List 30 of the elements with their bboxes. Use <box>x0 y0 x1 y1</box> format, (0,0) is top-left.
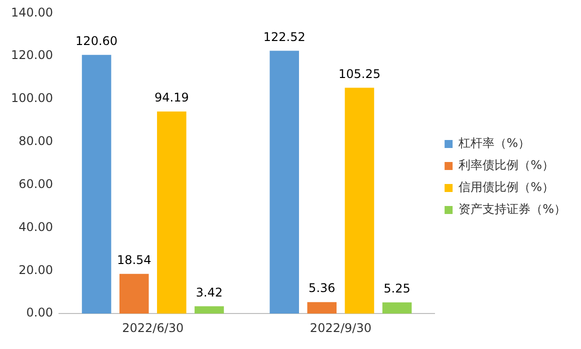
data-label: 18.54 <box>116 252 152 267</box>
legend-label: 利率债比例（%） <box>458 158 554 172</box>
y-tick-label: 60.00 <box>18 176 53 191</box>
data-label: 122.52 <box>263 30 306 44</box>
bar <box>344 88 374 314</box>
data-label: 3.42 <box>196 285 223 300</box>
bar <box>194 306 224 314</box>
y-tick-label: 100.00 <box>10 91 53 106</box>
y-tick-label: 20.00 <box>18 262 53 277</box>
bar <box>82 54 112 314</box>
legend-label: 资产支持证券（%） <box>458 202 566 216</box>
bar <box>270 50 300 314</box>
x-tick-label: 2022/9/30 <box>310 320 372 335</box>
bar <box>382 302 412 314</box>
x-tick-label: 2022/6/30 <box>122 320 184 335</box>
legend-label: 杠杆率（%） <box>458 136 530 150</box>
bar <box>307 302 337 314</box>
y-tick-label: 40.00 <box>18 220 53 234</box>
data-label: 94.19 <box>154 90 189 105</box>
data-label: 120.60 <box>76 34 118 48</box>
y-tick-label: 80.00 <box>18 134 53 148</box>
bar <box>157 111 186 314</box>
data-label: 5.36 <box>308 281 336 296</box>
y-tick-label: 140.00 <box>10 5 53 20</box>
bar <box>119 274 149 314</box>
y-tick-label: 0.00 <box>26 306 53 320</box>
y-tick-label: 120.00 <box>10 48 53 62</box>
data-label: 105.25 <box>338 66 380 81</box>
legend-label: 信用债比例（%） <box>458 180 554 194</box>
data-label: 5.25 <box>384 281 410 296</box>
